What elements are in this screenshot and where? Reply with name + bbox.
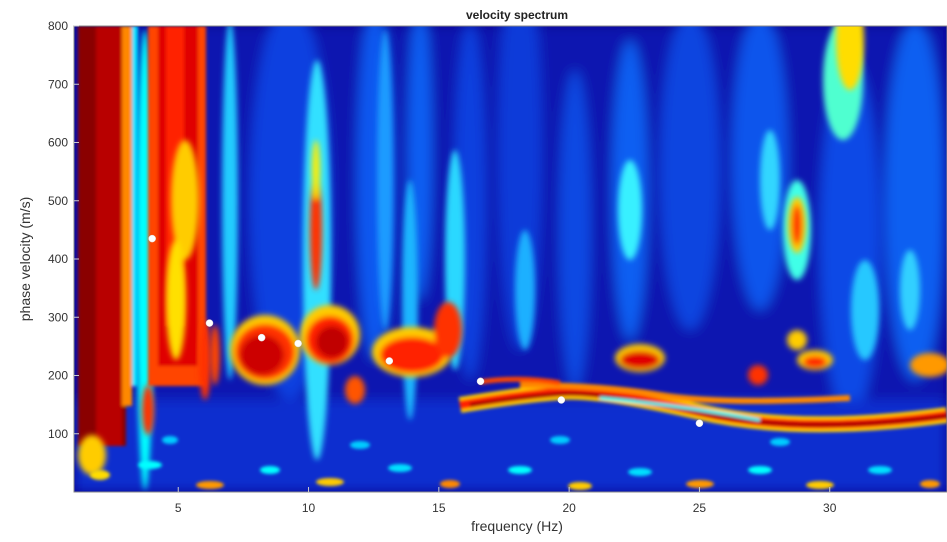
y-tick-label: 600 bbox=[48, 136, 68, 150]
y-tick-label: 400 bbox=[48, 252, 68, 266]
y-tick-label: 200 bbox=[48, 369, 68, 383]
y-tick-label: 500 bbox=[48, 194, 68, 208]
picked-point bbox=[557, 396, 566, 404]
picked-point bbox=[294, 339, 302, 348]
heatmap-field bbox=[74, 26, 947, 492]
x-tick-label: 10 bbox=[302, 501, 316, 515]
picked-point bbox=[695, 419, 704, 428]
ticks-layer: 5 10 15 20 25 30 100 200 300 400 500 600 700 800 bbox=[48, 19, 837, 515]
x-tick-label: 30 bbox=[823, 501, 837, 515]
y-tick-label: 100 bbox=[48, 427, 68, 441]
chart-title: velocity spectrum bbox=[466, 8, 568, 22]
picked-points-layer bbox=[148, 234, 704, 428]
y-tick-label: 800 bbox=[48, 19, 68, 33]
picked-point bbox=[257, 333, 266, 342]
picked-point bbox=[148, 234, 156, 243]
picked-point bbox=[476, 377, 485, 386]
picked-point bbox=[205, 319, 214, 327]
y-tick-label: 300 bbox=[48, 310, 68, 324]
y-axis-label: phase velocity (m/s) bbox=[17, 197, 33, 321]
x-tick-label: 15 bbox=[432, 501, 446, 515]
x-tick-label: 20 bbox=[562, 501, 576, 515]
x-axis-label: frequency (Hz) bbox=[471, 518, 563, 534]
x-tick-label: 5 bbox=[175, 501, 182, 515]
x-tick-label: 25 bbox=[693, 501, 707, 515]
picked-point bbox=[385, 357, 394, 365]
y-tick-label: 700 bbox=[48, 77, 68, 91]
